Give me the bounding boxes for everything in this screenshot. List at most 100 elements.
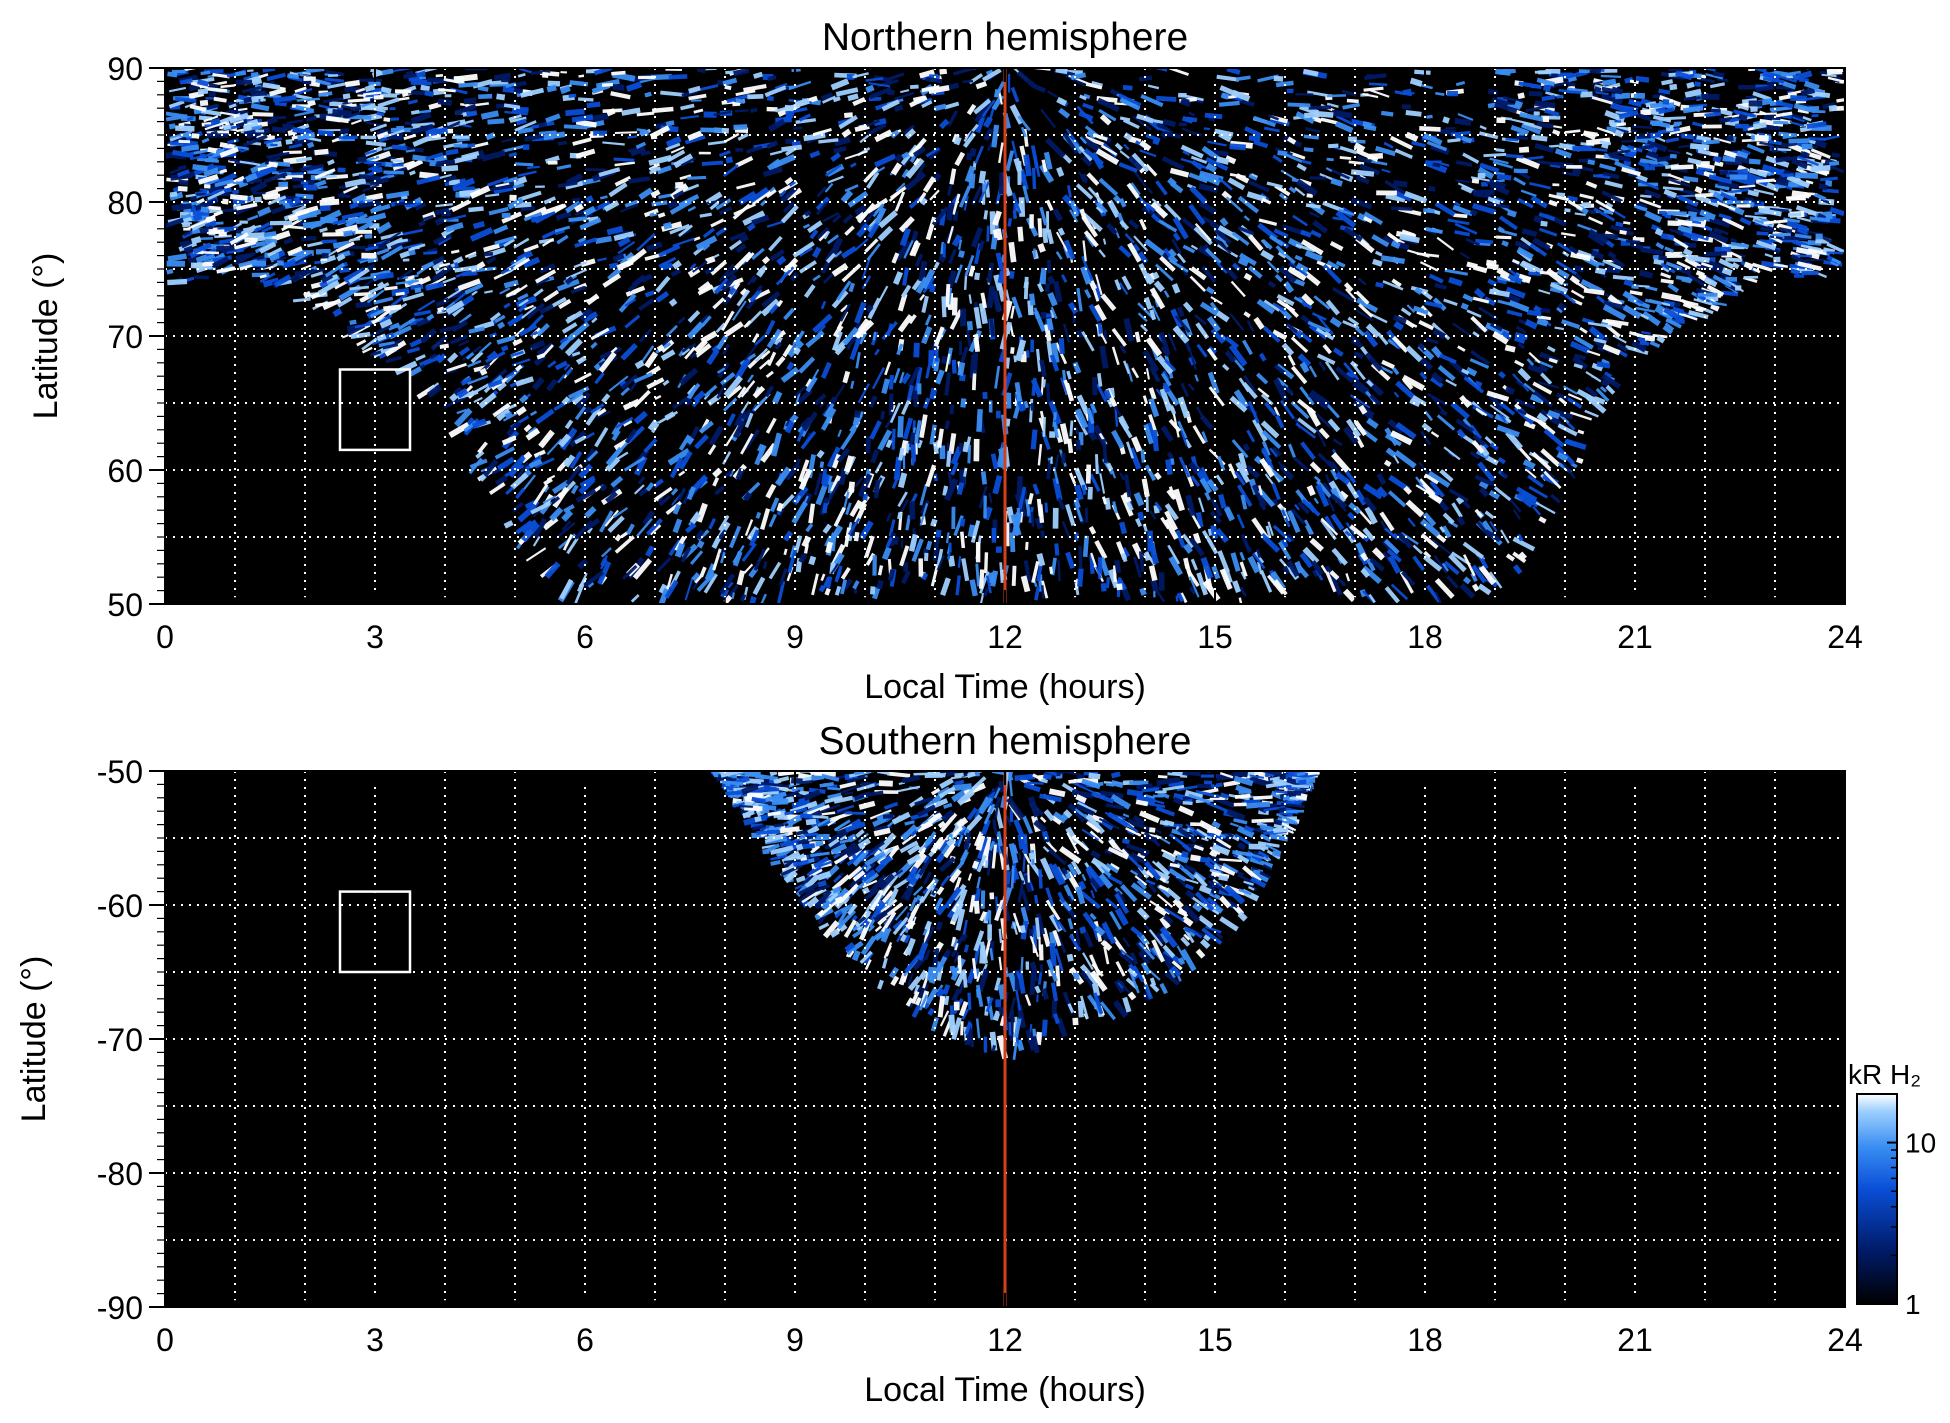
emission-streak (1151, 198, 1162, 207)
emission-streak (672, 395, 690, 410)
emission-streak (570, 484, 579, 495)
emission-streak (769, 497, 780, 513)
emission-streak (1281, 509, 1291, 528)
emission-streak (840, 566, 851, 580)
emission-streak (869, 86, 892, 100)
emission-streak (772, 153, 796, 169)
emission-streak (486, 350, 498, 361)
emission-streak (410, 284, 424, 290)
emission-streak (326, 159, 335, 166)
emission-streak (1261, 430, 1282, 450)
emission-streak (722, 77, 738, 86)
emission-streak (514, 120, 537, 132)
emission-streak (1287, 443, 1296, 458)
emission-streak (1486, 390, 1510, 402)
emission-streak (1039, 206, 1048, 226)
emission-streak (1140, 94, 1164, 108)
emission-streak (1628, 98, 1643, 108)
emission-streak (446, 214, 467, 221)
emission-streak (1572, 168, 1581, 176)
emission-streak (1042, 228, 1049, 244)
emission-streak (1604, 180, 1623, 189)
emission-streak (414, 287, 422, 293)
emission-streak (830, 563, 839, 575)
emission-streak (1530, 195, 1548, 209)
emission-streak (384, 340, 407, 357)
emission-streak (751, 247, 765, 260)
emission-streak (1638, 144, 1654, 151)
emission-streak (1537, 381, 1560, 389)
emission-streak (571, 114, 594, 123)
emission-streak (478, 392, 497, 409)
emission-streak (944, 478, 959, 502)
emission-streak (1579, 193, 1594, 200)
emission-streak (693, 390, 706, 403)
emission-streak (842, 370, 851, 384)
emission-streak (488, 206, 509, 216)
emission-streak (1018, 486, 1027, 510)
emission-streak (1741, 148, 1751, 156)
emission-streak (1677, 225, 1693, 234)
emission-streak (861, 257, 871, 280)
emission-streak (204, 121, 228, 131)
emission-streak (409, 338, 423, 348)
emission-streak (990, 453, 999, 470)
emission-streak (1722, 216, 1745, 231)
emission-streak (377, 97, 400, 108)
emission-streak (1745, 95, 1757, 99)
emission-streak (881, 99, 900, 112)
emission-streak (1050, 456, 1053, 464)
emission-streak (1297, 353, 1312, 368)
emission-streak (1407, 517, 1416, 528)
emission-streak (228, 112, 249, 124)
emission-streak (985, 69, 994, 75)
emission-streak (349, 200, 365, 210)
emission-streak (1201, 431, 1208, 443)
emission-streak (737, 386, 747, 399)
emission-streak (1324, 361, 1340, 381)
emission-streak (502, 176, 519, 185)
emission-streak (1216, 261, 1228, 274)
emission-streak (893, 456, 902, 481)
emission-streak (1306, 484, 1316, 497)
emission-streak (774, 466, 792, 487)
emission-streak (1196, 572, 1209, 596)
emission-streak (1460, 302, 1469, 311)
emission-streak (1796, 225, 1809, 236)
emission-streak (984, 552, 989, 574)
emission-streak (205, 86, 228, 93)
emission-streak (586, 101, 601, 109)
emission-streak (1056, 166, 1065, 177)
emission-streak (865, 84, 875, 94)
emission-streak (1596, 126, 1618, 136)
emission-streak (1126, 182, 1140, 200)
emission-streak (559, 336, 569, 344)
emission-streak (536, 276, 550, 286)
emission-streak (1141, 478, 1150, 498)
emission-streak (1660, 232, 1675, 241)
emission-streak (317, 129, 334, 137)
emission-streak (914, 420, 922, 444)
emission-streak (521, 474, 536, 493)
emission-streak (1712, 274, 1733, 288)
emission-streak (1462, 576, 1472, 585)
emission-streak (295, 156, 313, 163)
emission-streak (546, 438, 563, 456)
emission-streak (212, 256, 230, 269)
emission-streak (699, 212, 712, 218)
emission-streak (1205, 162, 1218, 173)
emission-streak (1734, 155, 1749, 164)
emission-streak (485, 193, 500, 198)
emission-streak (1260, 249, 1275, 262)
emission-streak (1230, 280, 1246, 298)
emission-streak (1015, 339, 1027, 362)
emission-streak (1177, 420, 1188, 439)
emission-streak (865, 552, 876, 566)
emission-streak (962, 80, 974, 83)
emission-streak (942, 485, 949, 496)
emission-streak (1656, 335, 1666, 344)
emission-streak (1354, 308, 1374, 322)
emission-streak (1010, 347, 1015, 354)
emission-streak (1790, 254, 1809, 266)
emission-streak (1405, 345, 1423, 363)
